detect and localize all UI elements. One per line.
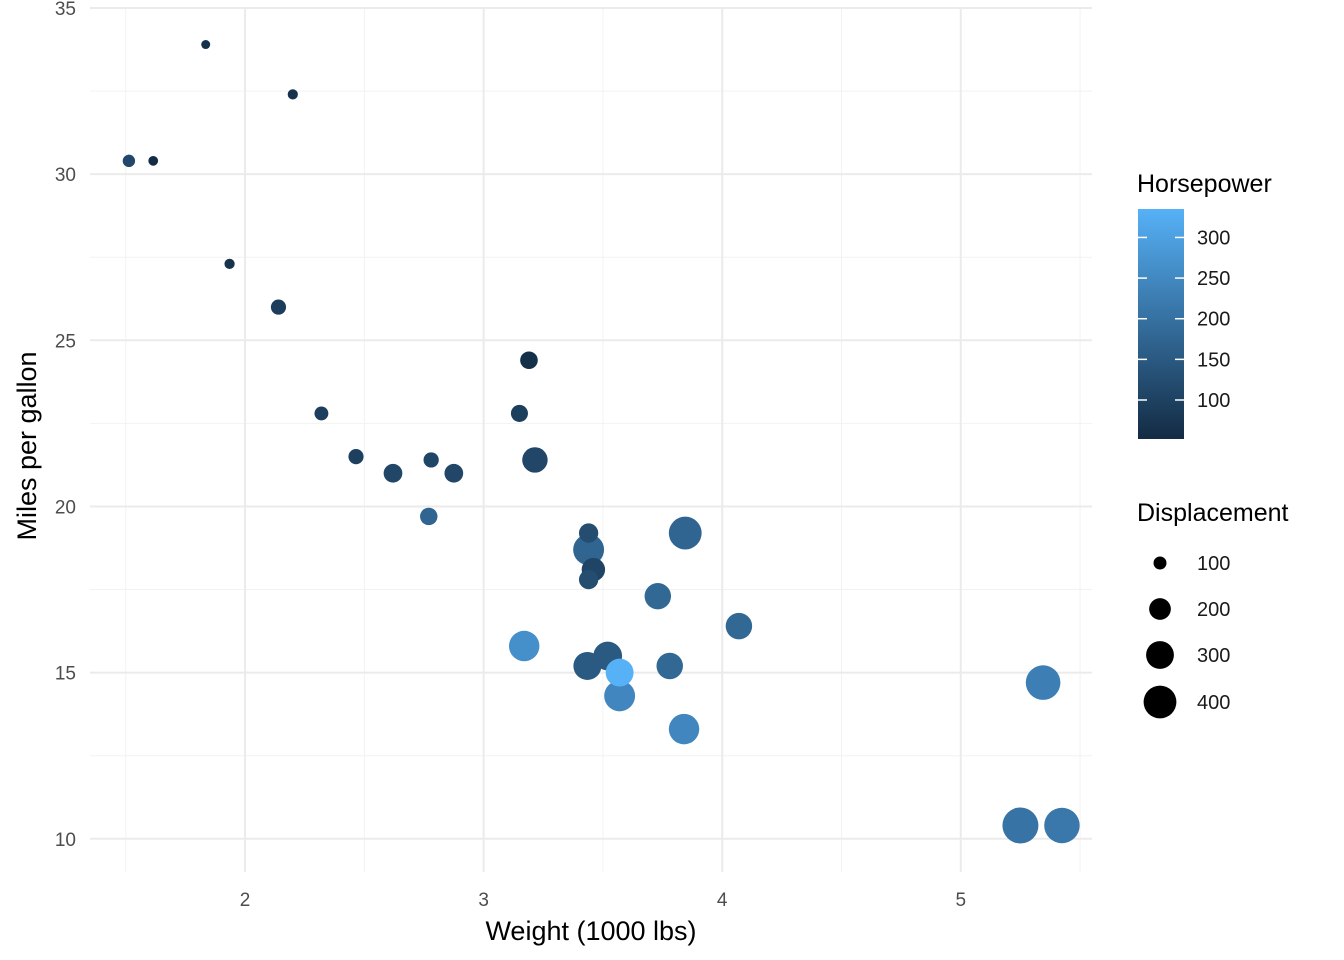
x-axis-ticks: 2 3 4 5	[240, 890, 966, 911]
minor-gridlines	[90, 8, 1092, 872]
size-legend-label: 100	[1197, 553, 1230, 575]
data-point	[522, 447, 548, 473]
data-point	[423, 452, 439, 468]
colorbar-tick-label: 200	[1197, 309, 1230, 331]
data-point	[573, 651, 602, 680]
y-axis-ticks: 10 15 20 25 30 35	[55, 0, 76, 851]
data-point	[224, 258, 235, 269]
colorbar-tick-label: 100	[1197, 390, 1230, 412]
data-point	[578, 523, 599, 543]
x-tick-label: 3	[478, 890, 489, 911]
x-tick-label: 4	[717, 890, 728, 911]
color-legend-title: Horsepower	[1137, 170, 1272, 198]
data-point	[270, 299, 287, 315]
data-point	[605, 658, 634, 687]
data-point	[668, 713, 700, 745]
color-legend: Horsepower 100 150 200 250 300	[1137, 170, 1272, 439]
size-legend-items: 100 200 300 400	[1143, 553, 1230, 719]
data-point	[668, 516, 702, 550]
size-legend-key	[1143, 685, 1177, 719]
data-point	[314, 406, 329, 421]
data-point	[573, 534, 605, 566]
data-point	[1002, 807, 1039, 844]
size-legend-label: 200	[1197, 599, 1230, 621]
y-tick-label: 10	[55, 830, 76, 851]
color-legend-ticks: 100 150 200 250 300	[1138, 227, 1230, 412]
colorbar-tick-label: 300	[1197, 227, 1230, 249]
data-point	[520, 351, 538, 370]
y-tick-label: 20	[55, 497, 76, 518]
data-point	[656, 652, 683, 680]
size-legend-key	[1146, 641, 1174, 669]
data-point	[1025, 665, 1061, 700]
data-point	[644, 582, 672, 610]
y-tick-label: 35	[55, 0, 76, 20]
y-axis-title: Miles per gallon	[12, 351, 42, 540]
size-legend-key	[1153, 556, 1167, 570]
data-point	[1044, 807, 1080, 844]
data-point	[348, 449, 364, 465]
data-point	[444, 463, 464, 483]
x-tick-label: 2	[240, 890, 251, 911]
data-point	[420, 507, 438, 526]
major-gridlines	[90, 7, 1092, 872]
data-points	[122, 40, 1080, 844]
data-point	[148, 155, 159, 166]
size-legend-label: 400	[1197, 692, 1230, 714]
data-point	[122, 154, 136, 168]
y-tick-label: 15	[55, 664, 76, 685]
data-point	[578, 569, 599, 590]
colorbar-tick-label: 250	[1197, 268, 1230, 290]
data-point	[604, 680, 636, 712]
x-axis-title: Weight (1000 lbs)	[485, 916, 696, 946]
y-tick-label: 30	[55, 165, 76, 186]
y-tick-label: 25	[55, 331, 76, 352]
size-legend-key	[1149, 598, 1171, 620]
data-point	[510, 404, 528, 422]
color-legend-bar	[1138, 209, 1184, 439]
data-point	[383, 463, 403, 483]
data-point	[508, 630, 540, 662]
x-tick-label: 5	[955, 890, 966, 911]
data-point	[725, 612, 753, 640]
size-legend-title: Displacement	[1137, 499, 1289, 527]
size-legend: Displacement 100 200 300 400	[1137, 499, 1289, 719]
size-legend-label: 300	[1197, 645, 1230, 667]
colorbar-tick-label: 150	[1197, 349, 1230, 371]
data-point	[287, 89, 298, 100]
data-point	[201, 40, 211, 50]
